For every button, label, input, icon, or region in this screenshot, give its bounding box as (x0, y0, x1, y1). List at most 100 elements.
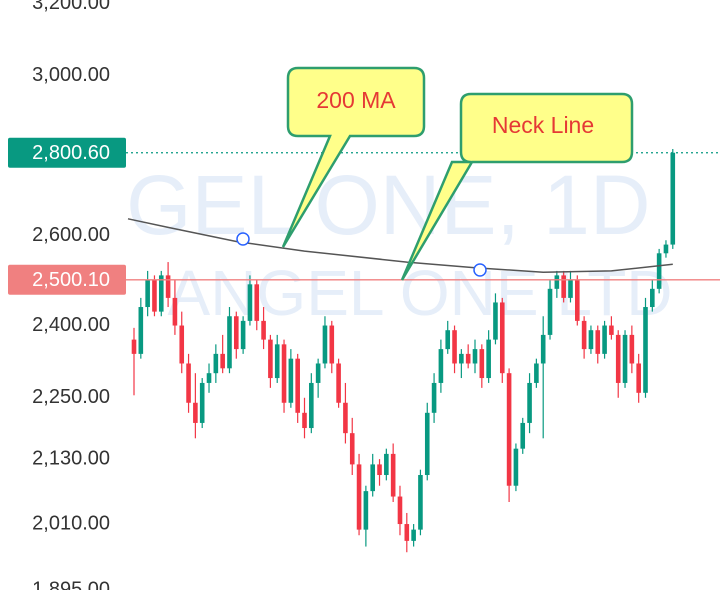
candle-body (424, 412, 430, 476)
candle-body (397, 496, 403, 525)
candle-body (336, 363, 341, 403)
candle-body (268, 339, 273, 379)
candle-body (588, 330, 594, 350)
candle-body (274, 344, 280, 379)
y-tick-label: 3,000.00 (32, 64, 110, 86)
y-tick-label: 2,130.00 (32, 447, 110, 469)
candle-body (206, 373, 212, 383)
candle-body (431, 382, 437, 413)
candle-body (602, 325, 607, 354)
candle-body (349, 433, 355, 465)
candle-body (363, 491, 369, 530)
callout-box (281, 66, 426, 248)
candle-body (322, 325, 328, 364)
candle-body (438, 349, 444, 383)
y-tick-label: 1,895.00 (32, 578, 110, 590)
candle-body (622, 334, 628, 383)
candle-body (343, 402, 348, 434)
candle-body (227, 316, 232, 369)
candle-body (486, 339, 491, 379)
candle-body (356, 464, 362, 530)
candle-body (513, 448, 519, 486)
candle-body (615, 334, 621, 383)
candle-body (240, 320, 246, 350)
y-tick-label: 2,400.00 (32, 314, 110, 336)
price-badge (8, 137, 126, 168)
candle-body (595, 330, 601, 354)
price-label: 2,800.60 (32, 142, 110, 164)
candle-body (643, 307, 648, 393)
candle-body (629, 334, 635, 364)
candle-body (138, 307, 144, 354)
candle-body (459, 353, 464, 364)
candle-body (472, 349, 478, 364)
candle-body (581, 320, 587, 350)
ma-marker (236, 232, 250, 246)
candle-body (561, 275, 566, 298)
y-tick-label: 2,600.00 (32, 224, 110, 246)
candle-body (568, 279, 573, 298)
callout: Neck Line (400, 92, 634, 281)
candle-body (411, 529, 416, 541)
candle-body (158, 275, 164, 312)
candle-body (663, 244, 669, 254)
candle-body (465, 353, 471, 364)
candle-body (172, 297, 178, 326)
candle-body (288, 358, 294, 403)
candle-body (315, 363, 321, 383)
callout: 200 MA (281, 66, 426, 248)
candle-body (377, 464, 382, 476)
candle-body (418, 475, 423, 530)
candle-body (636, 363, 641, 393)
candle-body (650, 288, 655, 308)
candle-body (247, 284, 253, 321)
candle-body (179, 325, 185, 364)
ma-line (127, 218, 673, 273)
candle-body (404, 524, 410, 541)
y-tick-label: 2,250.00 (32, 386, 110, 408)
candle-body (670, 152, 676, 245)
candle-body (384, 453, 389, 476)
candle-body (540, 334, 546, 364)
y-tick-label: 2,010.00 (32, 512, 110, 534)
y-tick-label: 3,200.00 (32, 0, 110, 14)
candle-body (499, 302, 505, 374)
candle-body (213, 353, 219, 374)
price-badge (8, 264, 126, 295)
candle-body (302, 412, 307, 429)
candle-body (234, 316, 239, 350)
candle-body (370, 464, 375, 492)
candle-body (295, 358, 300, 413)
annotation: 200 MA (316, 87, 396, 113)
candle-body (165, 275, 171, 298)
candle-body (479, 349, 485, 379)
candle-body (199, 382, 205, 423)
candle-body (152, 279, 157, 312)
candle-body (309, 382, 314, 429)
ma-marker (473, 263, 487, 277)
candle-body (254, 284, 260, 321)
candle-body (281, 344, 287, 403)
candle-body (575, 279, 580, 321)
candle-body (506, 373, 512, 486)
candle-body (261, 320, 266, 340)
annotation: Neck Line (492, 112, 594, 138)
candle-body (145, 279, 150, 308)
candle-body (186, 363, 191, 403)
price-label: 2,500.10 (32, 269, 110, 291)
candle-body (554, 275, 560, 289)
callout-box (400, 92, 634, 281)
candle-body (390, 453, 396, 497)
candle-body (609, 325, 614, 335)
candle-body (520, 422, 526, 449)
candle-body (193, 402, 198, 423)
candle-body (452, 330, 457, 364)
candle-body (445, 330, 451, 350)
candle-body (534, 363, 539, 383)
candle-body (329, 325, 335, 364)
candle-body (527, 382, 532, 423)
candle-body (131, 339, 137, 354)
candle-body (547, 288, 553, 335)
candle-body (493, 302, 498, 340)
